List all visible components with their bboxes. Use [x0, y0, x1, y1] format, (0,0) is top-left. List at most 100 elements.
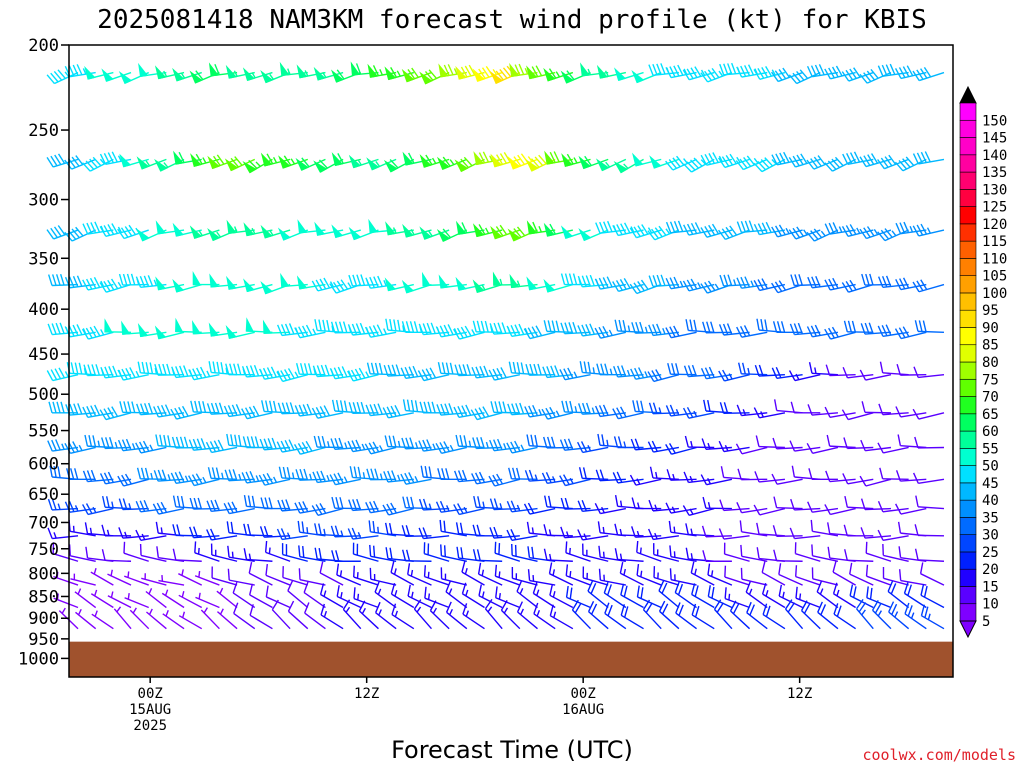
barb-half-flag [499, 278, 503, 286]
barb-half-flag [357, 532, 362, 539]
barb-flag [172, 524, 177, 536]
barb-flag [368, 442, 376, 454]
barb-pennant [631, 69, 645, 84]
barb-pennant [277, 227, 291, 241]
barb-half-flag [127, 571, 130, 578]
barb-flag [82, 470, 89, 482]
barb-flag [288, 439, 295, 451]
barb-staff [713, 608, 733, 630]
barb-flag [675, 602, 681, 614]
barb-flag [568, 273, 574, 285]
wind-barb [865, 564, 892, 586]
wind-barb [719, 274, 750, 287]
barb-flag [475, 366, 481, 378]
barb-staff [758, 373, 785, 377]
barb-flag [526, 434, 530, 446]
wind-barb [516, 601, 538, 630]
barb-flag [254, 436, 260, 448]
barb-flag [455, 522, 460, 534]
barb-flag [762, 603, 768, 615]
barb-half-flag [100, 280, 105, 287]
barb-flag [525, 363, 530, 376]
barb-flag [397, 319, 401, 332]
barb-flag [632, 400, 636, 412]
barb-flag [704, 281, 712, 293]
wind-barb [440, 544, 467, 562]
barb-flag [335, 496, 340, 509]
barb-flag [324, 364, 330, 376]
barb-flag [118, 498, 124, 510]
barb-half-flag [362, 472, 366, 479]
barb-staff [299, 578, 326, 586]
barb-flag [226, 521, 230, 533]
wind-barb [473, 495, 503, 510]
barb-half-flag [329, 281, 335, 288]
barb-staff [776, 506, 803, 510]
barb-flag [478, 68, 486, 79]
wind-barb [565, 541, 591, 562]
barb-flag [402, 496, 407, 508]
barb-half-flag [132, 607, 137, 614]
barb-flag [482, 151, 490, 163]
colorbar-label: 45 [982, 476, 999, 492]
barb-pennant [436, 156, 451, 171]
barb-staff [317, 283, 344, 292]
barb-flag [678, 604, 684, 616]
barb-flag [665, 221, 672, 234]
barb-flag [343, 400, 348, 412]
barb-flag [276, 528, 283, 540]
barb-flag [374, 362, 379, 375]
barb-flag [743, 325, 751, 337]
barb-flag [871, 600, 879, 611]
wind-barb [912, 223, 945, 237]
barb-flag [774, 225, 782, 237]
barb-flag [457, 406, 464, 417]
barb-staff [390, 571, 415, 586]
barb-flag [624, 222, 631, 234]
barb-staff [759, 412, 786, 419]
barb-staff [653, 553, 680, 562]
barb-flag [101, 524, 106, 537]
credit-text[interactable]: coolwx.com/models [862, 746, 1016, 764]
wind-barb [314, 221, 344, 236]
barb-pennant [297, 219, 308, 234]
barb-flag [810, 158, 819, 169]
barb-flag [231, 404, 238, 416]
barb-half-flag [487, 606, 493, 613]
wind-barb [155, 276, 185, 291]
wind-barb [330, 321, 361, 334]
barb-flag [797, 322, 803, 335]
plot-frame [68, 44, 954, 678]
wind-barb [506, 440, 538, 454]
barb-flag [462, 364, 468, 376]
y-tick-label: 550 [28, 422, 59, 442]
wind-barb [276, 528, 308, 541]
barb-flag [831, 326, 839, 338]
barb-pennant [509, 273, 520, 289]
speed-colorbar: 5101520253035404550556065707580859095100… [959, 85, 1007, 639]
colorbar-label: 75 [982, 372, 999, 388]
barb-pennant [104, 318, 113, 333]
barb-flag [789, 527, 796, 539]
wind-barb [636, 563, 662, 586]
barb-flag [101, 495, 106, 508]
barb-flag [865, 541, 868, 554]
wind-barb [613, 365, 644, 378]
barb-flag [599, 221, 605, 233]
barb-flag [122, 498, 128, 510]
wind-barb [811, 567, 839, 586]
wind-barb [861, 401, 891, 414]
barb-half-flag [771, 159, 777, 165]
barb-flag [443, 545, 446, 557]
wind-barb [524, 404, 556, 418]
barb-flag [497, 438, 503, 450]
barb-flag [271, 599, 279, 611]
barb-half-flag [127, 593, 130, 600]
barb-flag [641, 224, 649, 235]
barb-flag [596, 363, 601, 375]
barb-flag [538, 154, 547, 165]
wind-barb [369, 567, 397, 586]
wind-barb [331, 496, 361, 510]
barb-flag [443, 64, 450, 76]
barb-flag [82, 223, 89, 235]
